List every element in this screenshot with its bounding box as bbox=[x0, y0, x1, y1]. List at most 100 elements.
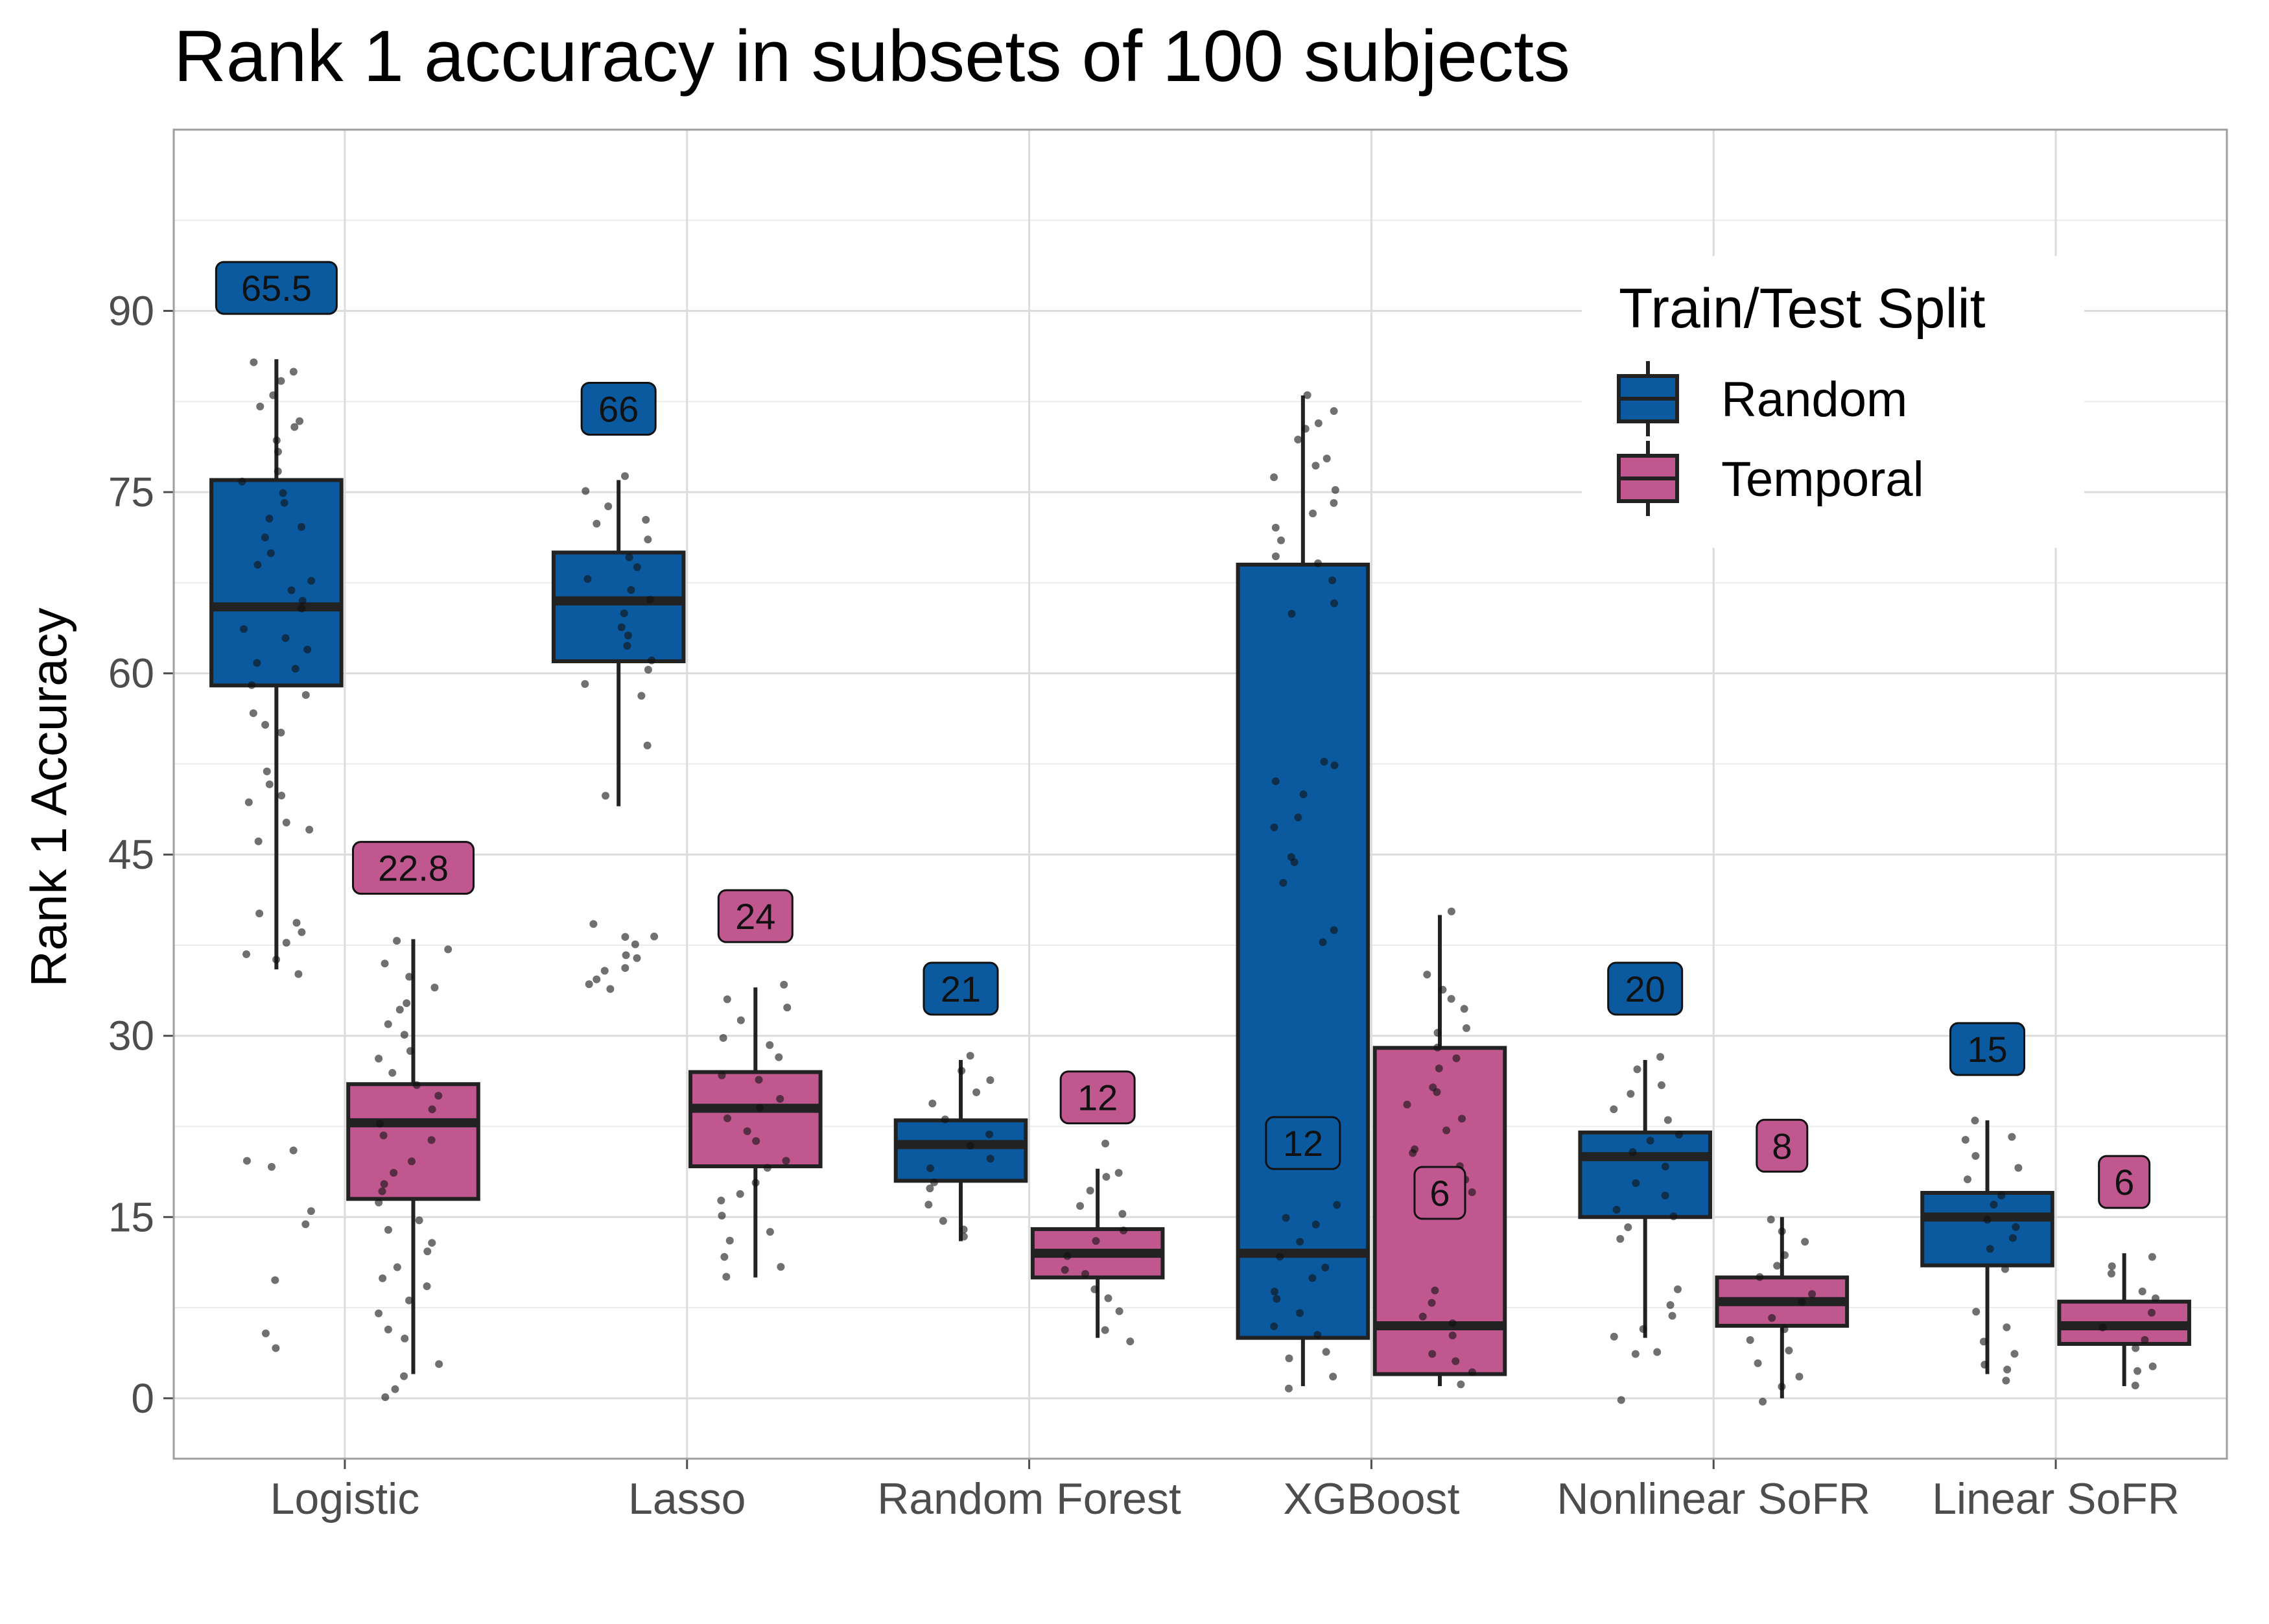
data-point-random-xgboost bbox=[1308, 1274, 1317, 1282]
data-point-temporal-logistic bbox=[430, 983, 439, 992]
data-point-random-xgboost bbox=[1270, 823, 1278, 832]
data-point-temporal-nonlinear-sofr bbox=[1801, 1238, 1809, 1246]
data-point-temporal-xgboost bbox=[1452, 1357, 1460, 1365]
data-point-random-logistic bbox=[282, 939, 290, 947]
data-point-random-xgboost bbox=[1285, 1354, 1293, 1363]
data-point-random-nonlinear-sofr bbox=[1628, 1147, 1637, 1156]
y-tick-label: 45 bbox=[108, 831, 154, 878]
data-point-random-logistic bbox=[250, 358, 258, 366]
data-point-random-lasso bbox=[627, 585, 635, 594]
data-point-temporal-logistic bbox=[428, 1239, 436, 1247]
data-point-temporal-linear-sofr bbox=[2132, 1344, 2140, 1352]
data-point-random-lasso bbox=[644, 535, 652, 544]
chart-title: Rank 1 accuracy in subsets of 100 subjec… bbox=[174, 16, 1570, 97]
legend: Train/Test Split Random Temporal bbox=[1582, 256, 2084, 548]
data-point-random-logistic bbox=[292, 919, 301, 927]
data-point-temporal-random-forest bbox=[1063, 1252, 1072, 1260]
data-point-random-xgboost bbox=[1294, 436, 1302, 444]
data-point-temporal-logistic bbox=[380, 1180, 388, 1188]
data-point-random-nonlinear-sofr bbox=[1616, 1235, 1625, 1243]
data-point-temporal-logistic bbox=[393, 937, 401, 945]
y-tick-label: 60 bbox=[108, 650, 154, 697]
data-point-temporal-xgboost bbox=[1457, 1380, 1465, 1389]
data-point-random-random-forest bbox=[966, 1052, 974, 1060]
value-label-box-temporal-logistic bbox=[351, 841, 475, 895]
data-point-random-random-forest bbox=[985, 1130, 994, 1138]
data-point-random-random-forest bbox=[928, 1100, 937, 1108]
data-point-temporal-xgboost bbox=[1409, 1149, 1417, 1157]
data-point-random-logistic bbox=[255, 910, 264, 918]
y-tick-label: 75 bbox=[108, 469, 154, 515]
value-label-temporal-nonlinear-sofr: 8 bbox=[1772, 1125, 1792, 1166]
data-point-temporal-xgboost bbox=[1452, 1054, 1461, 1063]
data-point-random-xgboost bbox=[1313, 1330, 1322, 1339]
data-point-random-xgboost bbox=[1311, 1220, 1320, 1229]
data-point-temporal-lasso bbox=[782, 1157, 790, 1165]
data-point-temporal-lasso bbox=[763, 1164, 771, 1172]
data-point-random-linear-sofr bbox=[1961, 1136, 1969, 1144]
data-point-temporal-linear-sofr bbox=[2134, 1367, 2142, 1375]
data-point-temporal-random-forest bbox=[1104, 1294, 1112, 1302]
data-point-temporal-lasso bbox=[780, 980, 788, 989]
legend-title: Train/Test Split bbox=[1619, 277, 1986, 340]
data-point-random-xgboost bbox=[1328, 576, 1337, 585]
data-point-random-random-forest bbox=[959, 1225, 968, 1234]
value-label-temporal-random-forest: 12 bbox=[1077, 1077, 1118, 1118]
data-point-temporal-logistic bbox=[434, 1092, 443, 1100]
data-point-temporal-lasso bbox=[755, 1076, 763, 1084]
data-point-random-nonlinear-sofr bbox=[1666, 1301, 1675, 1310]
box-random-nonlinear-sofr bbox=[1578, 1130, 1712, 1219]
data-point-temporal-xgboost bbox=[1418, 1312, 1427, 1321]
data-point-temporal-logistic bbox=[400, 1031, 408, 1039]
value-label-random-nonlinear-sofr: 20 bbox=[1625, 969, 1665, 1009]
data-point-random-random-forest bbox=[958, 1066, 966, 1075]
data-point-temporal-nonlinear-sofr bbox=[1773, 1262, 1781, 1270]
data-point-random-lasso bbox=[593, 519, 601, 528]
data-point-random-random-forest bbox=[986, 1076, 994, 1085]
data-point-temporal-linear-sofr bbox=[2148, 1362, 2157, 1371]
data-point-random-xgboost bbox=[1309, 509, 1317, 517]
data-point-random-linear-sofr bbox=[1971, 1116, 1979, 1125]
data-point-temporal-logistic bbox=[375, 1054, 383, 1063]
data-point-temporal-lasso bbox=[725, 1236, 734, 1245]
data-point-random-xgboost bbox=[1296, 1309, 1304, 1317]
data-point-temporal-xgboost bbox=[1403, 1100, 1411, 1109]
data-point-random-lasso bbox=[625, 553, 633, 561]
y-tick-label: 15 bbox=[108, 1194, 154, 1240]
data-point-random-nonlinear-sofr bbox=[1661, 1192, 1669, 1200]
data-point-temporal-logistic bbox=[375, 1309, 383, 1317]
data-point-random-lasso bbox=[589, 920, 598, 928]
data-point-temporal-logistic bbox=[388, 1068, 397, 1077]
data-point-temporal-xgboost bbox=[1423, 971, 1431, 979]
data-point-random-linear-sofr bbox=[2002, 1376, 2010, 1385]
data-point-temporal-random-forest bbox=[1118, 1210, 1127, 1218]
data-point-random-logistic bbox=[238, 477, 246, 486]
value-label-random-linear-sofr: 15 bbox=[1967, 1029, 2007, 1070]
data-point-temporal-nonlinear-sofr bbox=[1798, 1298, 1806, 1306]
data-point-temporal-lasso bbox=[736, 1190, 744, 1198]
data-point-random-xgboost bbox=[1276, 1253, 1284, 1261]
value-label-box-temporal-lasso bbox=[717, 889, 794, 943]
data-point-random-logistic bbox=[290, 423, 299, 431]
data-point-temporal-logistic bbox=[384, 1020, 392, 1028]
data-point-random-random-forest bbox=[939, 1217, 947, 1225]
data-point-random-logistic bbox=[261, 534, 269, 542]
data-point-random-linear-sofr bbox=[2001, 1265, 2009, 1273]
data-point-random-logistic bbox=[269, 391, 277, 399]
data-point-temporal-logistic bbox=[384, 1226, 392, 1234]
data-point-random-linear-sofr bbox=[2003, 1365, 2012, 1374]
data-point-random-xgboost bbox=[1287, 609, 1296, 618]
legend-label-random: Random bbox=[1721, 372, 1907, 427]
data-point-temporal-lasso bbox=[766, 1228, 774, 1236]
data-point-random-logistic bbox=[265, 514, 274, 523]
data-point-temporal-xgboost bbox=[1448, 1331, 1457, 1339]
x-tick-label-xgboost: XGBoost bbox=[1283, 1474, 1459, 1524]
value-label-temporal-logistic: 22.8 bbox=[378, 848, 449, 889]
data-point-temporal-logistic bbox=[435, 1360, 443, 1369]
data-point-temporal-nonlinear-sofr bbox=[1754, 1359, 1762, 1367]
data-point-temporal-linear-sofr bbox=[2138, 1288, 2146, 1296]
box-random-random-forest bbox=[893, 1118, 1028, 1183]
data-point-temporal-lasso bbox=[736, 1016, 745, 1024]
value-label-box-random-linear-sofr bbox=[1949, 1022, 2026, 1076]
